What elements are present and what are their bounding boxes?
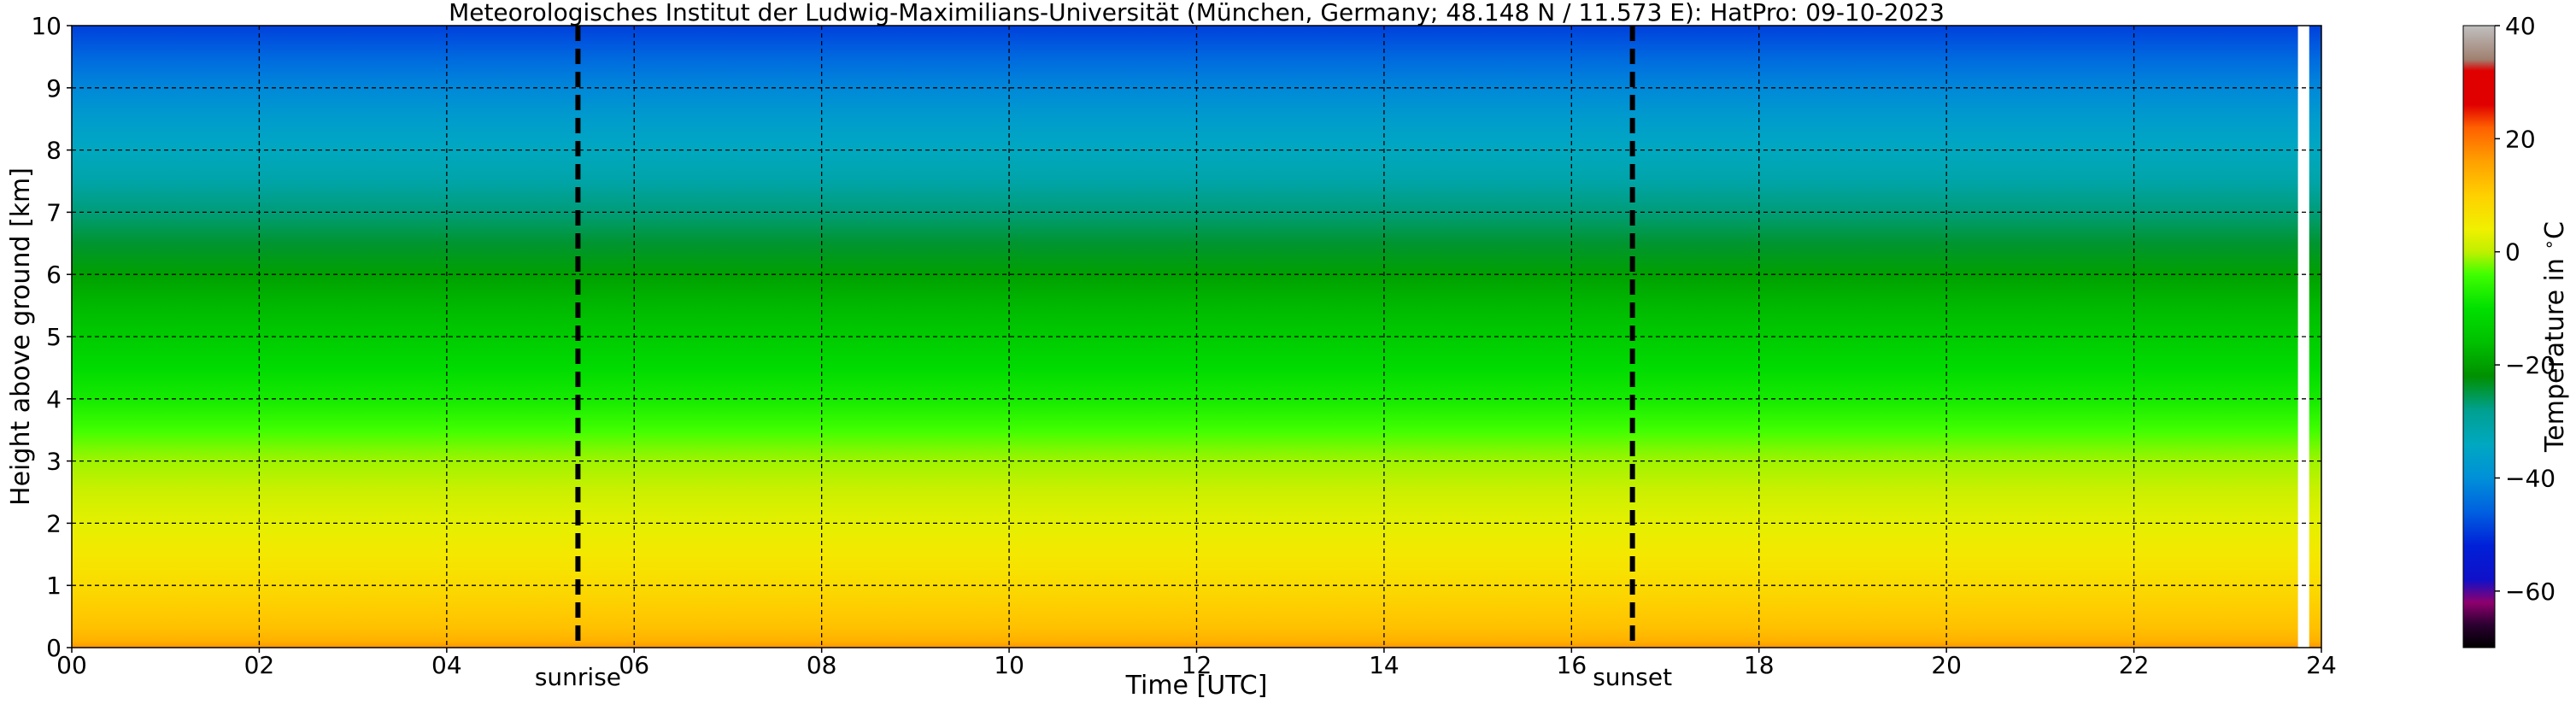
colorbar-tick-label: 20	[2505, 125, 2536, 153]
x-tick-label: 16	[1557, 651, 1587, 679]
colorbar-tick-label: 40	[2505, 12, 2536, 40]
colorbar-tick-label: −20	[2505, 351, 2555, 379]
x-tick-label: 06	[619, 651, 649, 679]
x-tick-label: 12	[1182, 651, 1212, 679]
colorbar-ticks: −60 −40 −20 0 20 40	[2495, 12, 2555, 606]
colorbar-scale	[2462, 25, 2496, 648]
sunrise-label: sunrise	[535, 663, 621, 691]
plot-area: sunrise sunset	[71, 25, 2322, 691]
colorbar: −60 −40 −20 0 20 40 Temperature in ∘C	[2462, 12, 2570, 648]
y-tick-label: 7	[46, 198, 62, 226]
x-tick-label: 10	[994, 651, 1024, 679]
x-tick-label: 04	[431, 651, 462, 679]
x-axis-ticks: 00 02 04 06 08 10 12 14 16 18 20 22 24	[56, 648, 2337, 679]
y-axis-ticks: 0 1 2 3 4 5 6 7 8 9 10	[31, 12, 72, 662]
y-tick-label: 9	[46, 74, 62, 103]
y-tick-label: 6	[46, 261, 62, 289]
y-tick-label: 5	[46, 323, 62, 351]
colorbar-tick-label: −60	[2505, 578, 2555, 606]
x-tick-label: 20	[1931, 651, 1962, 679]
y-tick-label: 2	[46, 509, 62, 537]
colorbar-tick-label: −40	[2505, 464, 2555, 492]
y-tick-label: 3	[46, 448, 62, 476]
x-tick-label: 24	[2306, 651, 2337, 679]
sunset-label: sunset	[1593, 663, 1672, 691]
x-axis-title: Time [UTC]	[1125, 671, 1268, 701]
x-tick-label: 02	[244, 651, 275, 679]
events: sunrise sunset	[535, 26, 1672, 691]
y-tick-label: 4	[46, 385, 62, 414]
colorbar-title: Temperature in ∘C	[2538, 221, 2570, 453]
y-tick-label: 10	[31, 12, 62, 40]
y-tick-label: 0	[46, 634, 62, 662]
x-tick-label: 18	[1744, 651, 1775, 679]
y-tick-label: 1	[46, 572, 62, 600]
y-axis-title: Height above ground [km]	[6, 167, 36, 506]
x-tick-label: 22	[2119, 651, 2150, 679]
y-tick-label: 8	[46, 137, 62, 165]
x-tick-label: 00	[56, 651, 87, 679]
chart-title: Meteorologisches Institut der Ludwig-Max…	[449, 0, 1945, 26]
grid	[72, 26, 2321, 648]
x-tick-label: 14	[1369, 651, 1399, 679]
x-tick-label: 08	[807, 651, 837, 679]
colorbar-tick-label: 0	[2505, 238, 2520, 267]
